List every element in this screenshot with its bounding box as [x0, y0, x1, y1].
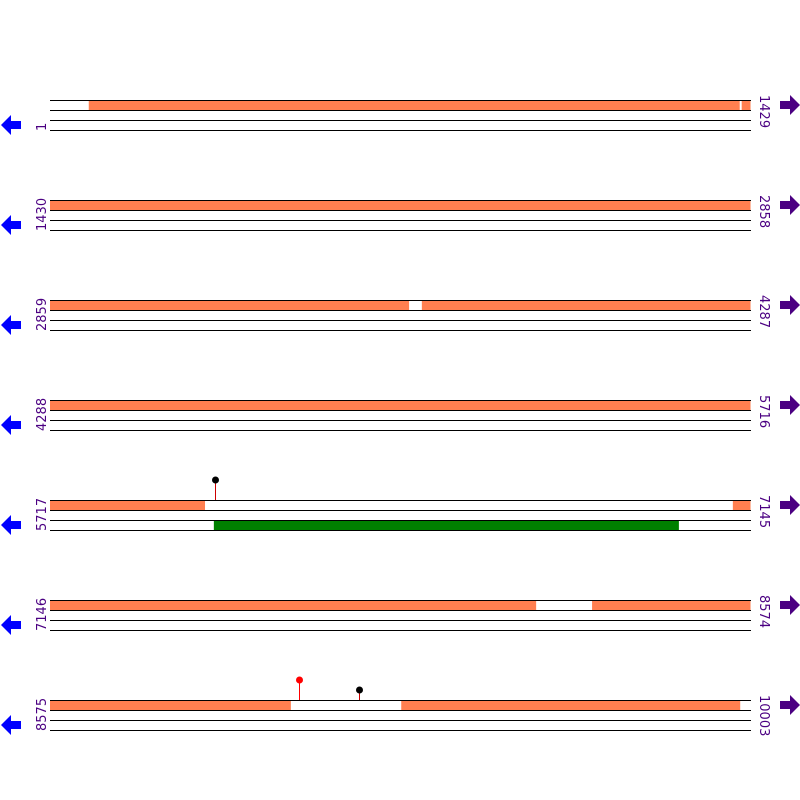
arrow-left-icon[interactable]: [1, 415, 21, 435]
row-end-label: 2858: [756, 195, 771, 228]
row-end-label: 10003: [756, 695, 771, 736]
arrow-right-icon[interactable]: [780, 695, 800, 715]
feature-segment[interactable]: [88, 100, 740, 110]
row-start-label: 2859: [35, 298, 50, 331]
feature-segment[interactable]: [50, 200, 751, 210]
arrow-right-icon[interactable]: [780, 595, 800, 615]
feature-segment[interactable]: [50, 700, 291, 710]
row-end-label: 5716: [756, 395, 771, 428]
map-row: 7146 8574: [1, 595, 800, 635]
row-end-label: 7145: [756, 495, 771, 528]
arrow-right-icon[interactable]: [780, 195, 800, 215]
feature-segment[interactable]: [50, 300, 410, 310]
feature-segment[interactable]: [50, 600, 537, 610]
map-row: 8575 10003: [1, 676, 800, 736]
arrow-left-icon[interactable]: [1, 615, 21, 635]
arrow-right-icon[interactable]: [780, 495, 800, 515]
feature-segment[interactable]: [592, 600, 751, 610]
marker-dot[interactable]: [212, 476, 219, 484]
arrow-right-icon[interactable]: [780, 395, 800, 415]
arrow-right-icon[interactable]: [780, 295, 800, 315]
row-start-label: 1430: [35, 198, 50, 231]
feature-segment[interactable]: [50, 400, 751, 410]
feature-segment[interactable]: [732, 500, 751, 510]
row-end-label: 4287: [756, 295, 771, 328]
marker-dot[interactable]: [356, 686, 363, 694]
feature-segment-reverse[interactable]: [213, 520, 679, 530]
arrow-left-icon[interactable]: [1, 315, 21, 335]
feature-segment[interactable]: [401, 700, 741, 710]
map-row: 5717 7145: [1, 476, 800, 535]
marker-dot[interactable]: [296, 676, 303, 684]
arrow-left-icon[interactable]: [1, 215, 21, 235]
row-start-label: 5717: [35, 498, 50, 531]
row-start-label: 7146: [35, 598, 50, 631]
arrow-left-icon[interactable]: [1, 715, 21, 735]
map-row: 4288 5716: [1, 395, 800, 435]
row-start-label: 1: [35, 123, 50, 131]
map-row: 2859 4287: [1, 295, 800, 335]
feature-segment[interactable]: [421, 300, 751, 310]
row-end-label: 8574: [756, 595, 771, 628]
feature-segment[interactable]: [50, 500, 206, 510]
row-end-label: 1429: [756, 95, 771, 128]
map-row: 1430 2858: [1, 195, 800, 235]
map-row: 1 1429: [1, 95, 800, 135]
arrow-left-icon[interactable]: [1, 515, 21, 535]
feature-segment[interactable]: [741, 100, 751, 110]
row-start-label: 8575: [35, 698, 50, 731]
arrow-left-icon[interactable]: [1, 115, 21, 135]
row-start-label: 4288: [35, 398, 50, 431]
arrow-right-icon[interactable]: [780, 95, 800, 115]
